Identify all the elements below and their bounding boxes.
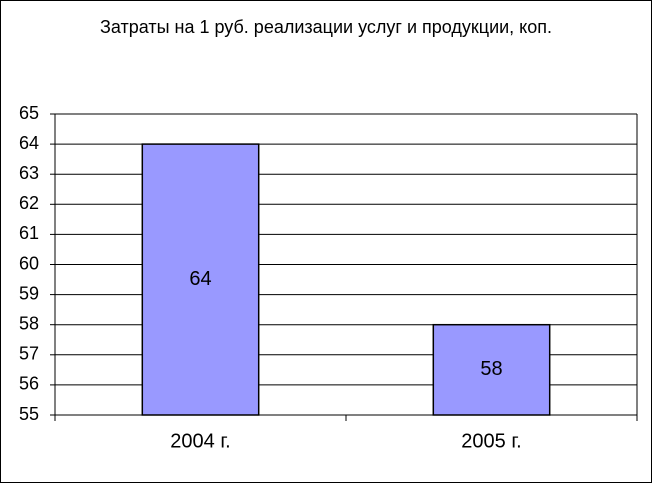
value-label: 58 bbox=[480, 358, 502, 380]
y-tick-label: 55 bbox=[19, 404, 39, 424]
value-label: 64 bbox=[189, 268, 211, 290]
y-tick-label: 62 bbox=[19, 193, 39, 213]
y-tick-label: 60 bbox=[19, 253, 39, 273]
y-tick-label: 63 bbox=[19, 163, 39, 183]
y-tick-label: 65 bbox=[19, 103, 39, 123]
x-tick-label: 2005 г. bbox=[461, 430, 521, 452]
y-tick-label: 64 bbox=[19, 133, 39, 153]
y-tick-label: 59 bbox=[19, 283, 39, 303]
bar bbox=[141, 143, 260, 416]
y-tick-label: 57 bbox=[19, 344, 39, 364]
y-tick-label: 58 bbox=[19, 313, 39, 333]
y-tick-label: 56 bbox=[19, 374, 39, 394]
bar bbox=[432, 323, 551, 416]
x-tick-label: 2004 г. bbox=[170, 430, 230, 452]
chart-title: Затраты на 1 руб. реализации услуг и про… bbox=[99, 17, 553, 37]
y-tick-label: 61 bbox=[19, 223, 39, 243]
